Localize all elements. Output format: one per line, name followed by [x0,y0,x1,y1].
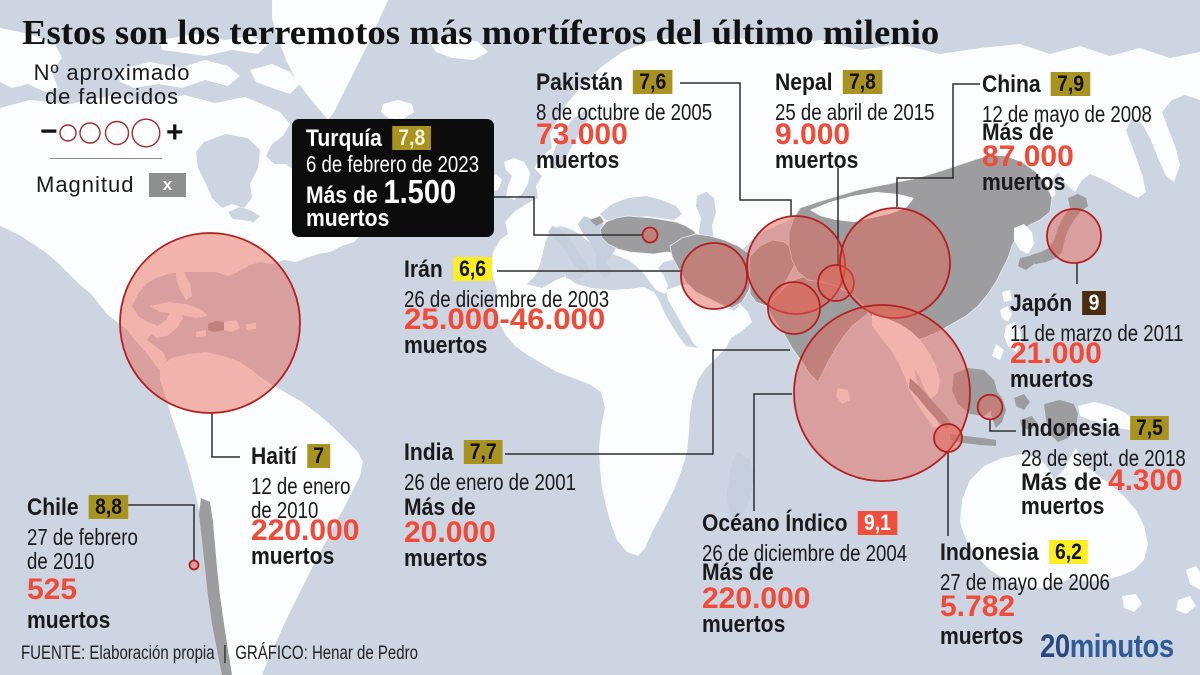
svg-text:−: − [40,115,58,148]
svg-text:+: + [166,116,184,149]
